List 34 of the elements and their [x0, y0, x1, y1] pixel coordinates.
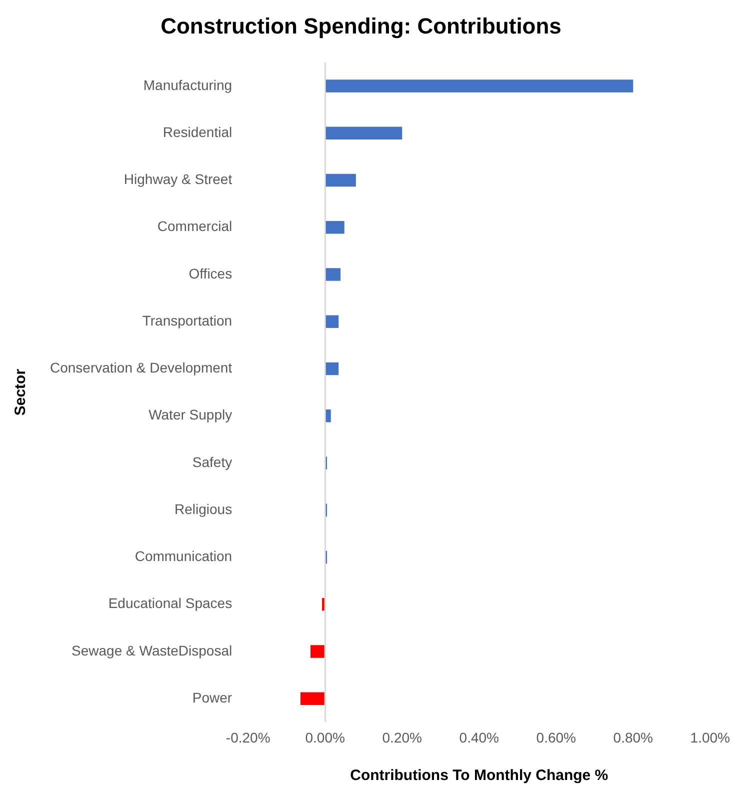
bar	[326, 410, 331, 422]
bar	[300, 692, 324, 705]
x-tick-label: -0.20%	[226, 729, 270, 746]
bar	[326, 268, 341, 281]
bar	[326, 220, 344, 234]
y-tick-label: Water Supply	[148, 406, 232, 423]
x-tick-label: 0.20%	[382, 729, 422, 746]
chart-title: Construction Spending: Contributions	[160, 13, 562, 38]
bar	[326, 174, 356, 187]
bar	[326, 362, 339, 376]
x-tick-label: 0.40%	[459, 729, 499, 746]
y-tick-label: Conservation & Development	[50, 360, 232, 376]
x-tick-label: 1.00%	[690, 729, 730, 746]
x-tick-label: 0.80%	[613, 729, 653, 746]
y-tick-label: Religious	[174, 500, 232, 517]
bar	[326, 80, 634, 92]
y-tick-label: Manufacturing	[143, 76, 232, 93]
y-tick-label: Transportation	[142, 312, 232, 328]
y-tick-label: Educational Spaces	[108, 595, 232, 612]
y-tick-label: Residential	[162, 124, 232, 140]
bar	[326, 126, 402, 140]
y-tick-label: Communication	[134, 548, 232, 564]
y-tick-label: Safety	[192, 454, 232, 470]
y-axis-title: Sector	[12, 368, 30, 416]
y-tick-label: Offices	[188, 265, 232, 282]
x-tick-label: 0.00%	[305, 729, 345, 746]
x-axis-title: Contributions To Monthly Change %	[350, 767, 608, 784]
bar	[326, 315, 339, 328]
y-tick-label: Power	[192, 689, 232, 706]
y-tick-label: Highway & Street	[124, 171, 232, 188]
bar	[310, 645, 324, 658]
x-tick-label: 0.60%	[536, 729, 576, 746]
y-tick-label: Sewage & WasteDisposal	[72, 642, 232, 658]
y-tick-label: Commercial	[157, 218, 232, 234]
